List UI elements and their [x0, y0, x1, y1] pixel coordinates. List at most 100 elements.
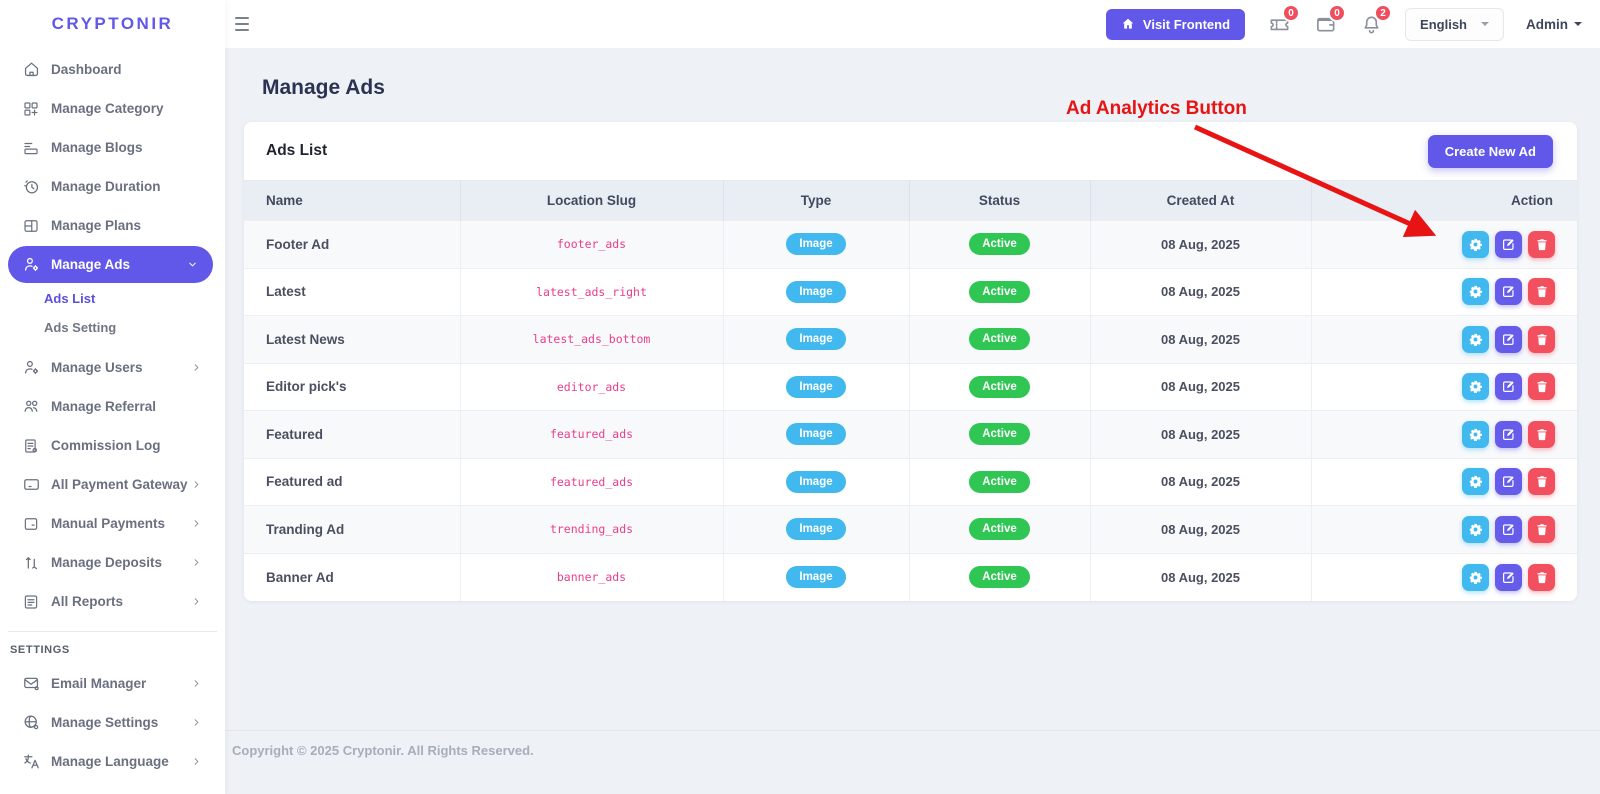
sidebar-subitem-ads-list[interactable]: Ads List: [0, 284, 225, 313]
language-select[interactable]: English: [1405, 7, 1504, 41]
sidebar-item-label: Manual Payments: [51, 516, 166, 531]
sidebar-item-all-reports[interactable]: All Reports: [0, 582, 225, 621]
sidebar-item-manage-duration[interactable]: Manage Duration: [0, 167, 225, 206]
column-header-location-slug: Location Slug: [460, 180, 724, 221]
trash-icon: [1537, 524, 1546, 535]
globe-gear-icon: [21, 713, 41, 733]
sidebar-item-all-payment-gateway[interactable]: All Payment Gateway: [0, 465, 225, 504]
sidebar-divider: [8, 631, 217, 632]
created-at: 08 Aug, 2025: [1090, 552, 1312, 601]
delete-ad-button[interactable]: [1528, 563, 1555, 591]
table-row: Featured featured_ads Image Active 08 Au…: [244, 410, 1577, 458]
sidebar-item-manage-blogs[interactable]: Manage Blogs: [0, 128, 225, 167]
menu-toggle-button[interactable]: [235, 15, 257, 33]
sidebar-item-dashboard[interactable]: Dashboard: [0, 50, 225, 89]
sidebar-item-manual-payments[interactable]: Manual Payments: [0, 504, 225, 543]
delete-ad-button[interactable]: [1528, 468, 1555, 496]
ad-analytics-button[interactable]: [1462, 325, 1489, 353]
gear-icon: [1469, 238, 1482, 251]
email-gear-icon: [21, 674, 41, 694]
sidebar-item-label: Manage Referral: [51, 399, 157, 414]
status-badge: Active: [969, 518, 1030, 541]
copyright-text: Copyright © 2025 Cryptonir. All Rights R…: [232, 743, 534, 758]
delete-ad-button[interactable]: [1528, 515, 1555, 543]
table-row: Footer Ad footer_ads Image Active 08 Aug…: [244, 220, 1577, 268]
column-header-type: Type: [723, 180, 910, 221]
sidebar-item-manage-deposits[interactable]: Manage Deposits: [0, 543, 225, 582]
deposit-icon: [21, 553, 41, 573]
wallet-icon: [1316, 17, 1335, 32]
chevron-down-icon: [1481, 22, 1489, 26]
ad-location-slug: editor_ads: [460, 362, 724, 411]
category-icon: [21, 99, 41, 119]
column-header-action: Action: [1311, 180, 1577, 221]
edit-ad-button[interactable]: [1495, 230, 1522, 258]
edit-ad-button[interactable]: [1495, 515, 1522, 543]
type-badge: Image: [786, 328, 846, 351]
delete-ad-button[interactable]: [1528, 278, 1555, 306]
column-header-status: Status: [909, 180, 1091, 221]
ad-analytics-button[interactable]: [1462, 515, 1489, 543]
trash-icon: [1537, 381, 1546, 393]
edit-ad-button[interactable]: [1495, 420, 1522, 448]
ad-analytics-button[interactable]: [1462, 230, 1489, 258]
plans-icon: [21, 216, 41, 236]
edit-ad-button[interactable]: [1495, 468, 1522, 496]
translate-icon: [21, 752, 41, 772]
sidebar-item-manage-language[interactable]: Manage Language: [0, 742, 225, 781]
create-new-ad-button[interactable]: Create New Ad: [1427, 134, 1553, 168]
ad-analytics-button[interactable]: [1462, 420, 1489, 448]
trash-icon: [1537, 571, 1546, 583]
sidebar-item-manage-plans[interactable]: Manage Plans: [0, 206, 225, 245]
settings-section-label: SETTINGS: [10, 644, 70, 656]
sidebar-item-label: Email Manager: [51, 676, 147, 691]
sidebar-item-email-manager[interactable]: Email Manager: [0, 664, 225, 703]
delete-ad-button[interactable]: [1528, 325, 1555, 353]
sidebar-nav: Dashboard Manage Category Manage Blogs M…: [0, 48, 225, 781]
edit-ad-button[interactable]: [1495, 325, 1522, 353]
sidebar-item-manage-referral[interactable]: Manage Referral: [0, 387, 225, 426]
edit-ad-button[interactable]: [1495, 563, 1522, 591]
created-at: 08 Aug, 2025: [1090, 220, 1312, 268]
sidebar-item-label: Manage Blogs: [51, 140, 143, 155]
ads-table: Name Location Slug Type Status Created A…: [244, 180, 1577, 601]
sidebar-item-manage-settings[interactable]: Manage Settings: [0, 703, 225, 742]
type-badge: Image: [786, 518, 846, 541]
sidebar-item-manage-users[interactable]: Manage Users: [0, 348, 225, 387]
delete-ad-button[interactable]: [1528, 420, 1555, 448]
sidebar-item-label: Commission Log: [51, 438, 161, 453]
sidebar-item-manage-ads[interactable]: Manage Ads: [8, 246, 213, 283]
edit-ad-button[interactable]: [1495, 278, 1522, 306]
duration-icon: [21, 177, 41, 197]
visit-frontend-button[interactable]: Visit Frontend: [1105, 8, 1246, 40]
type-badge: Image: [786, 280, 846, 303]
edit-icon: [1503, 476, 1514, 488]
edit-icon: [1503, 524, 1514, 535]
chevron-right-icon: [191, 518, 203, 530]
ad-analytics-button[interactable]: [1462, 563, 1489, 591]
delete-ad-button[interactable]: [1528, 230, 1555, 258]
table-row: Banner Ad banner_ads Image Active 08 Aug…: [244, 552, 1577, 601]
status-badge: Active: [969, 375, 1030, 398]
table-row: Editor pick's editor_ads Image Active 08…: [244, 362, 1577, 411]
ad-analytics-button[interactable]: [1462, 468, 1489, 496]
created-at: 08 Aug, 2025: [1090, 315, 1312, 363]
edit-ad-button[interactable]: [1495, 373, 1522, 401]
notifications-button[interactable]: 2: [1359, 4, 1393, 36]
ticket-icon: [1270, 18, 1289, 30]
ad-analytics-button[interactable]: [1462, 278, 1489, 306]
table-row: Featured ad featured_ads Image Active 08…: [244, 457, 1577, 506]
delete-ad-button[interactable]: [1528, 373, 1555, 401]
wallet-count-badge: 0: [1328, 4, 1347, 22]
column-header-name: Name: [244, 180, 461, 221]
wallet-menu-button[interactable]: 0: [1313, 4, 1347, 36]
commission-log-icon: [21, 436, 41, 456]
sidebar-item-manage-category[interactable]: Manage Category: [0, 89, 225, 128]
sidebar-item-label: Manage Language: [51, 754, 169, 769]
sidebar-item-commission-log[interactable]: Commission Log: [0, 426, 225, 465]
sidebar-subitem-ads-setting[interactable]: Ads Setting: [0, 313, 225, 342]
admin-user-menu[interactable]: Admin: [1526, 17, 1582, 32]
ad-analytics-button[interactable]: [1462, 373, 1489, 401]
gear-icon: [1469, 286, 1482, 299]
ticket-menu-button[interactable]: 0: [1267, 4, 1301, 36]
